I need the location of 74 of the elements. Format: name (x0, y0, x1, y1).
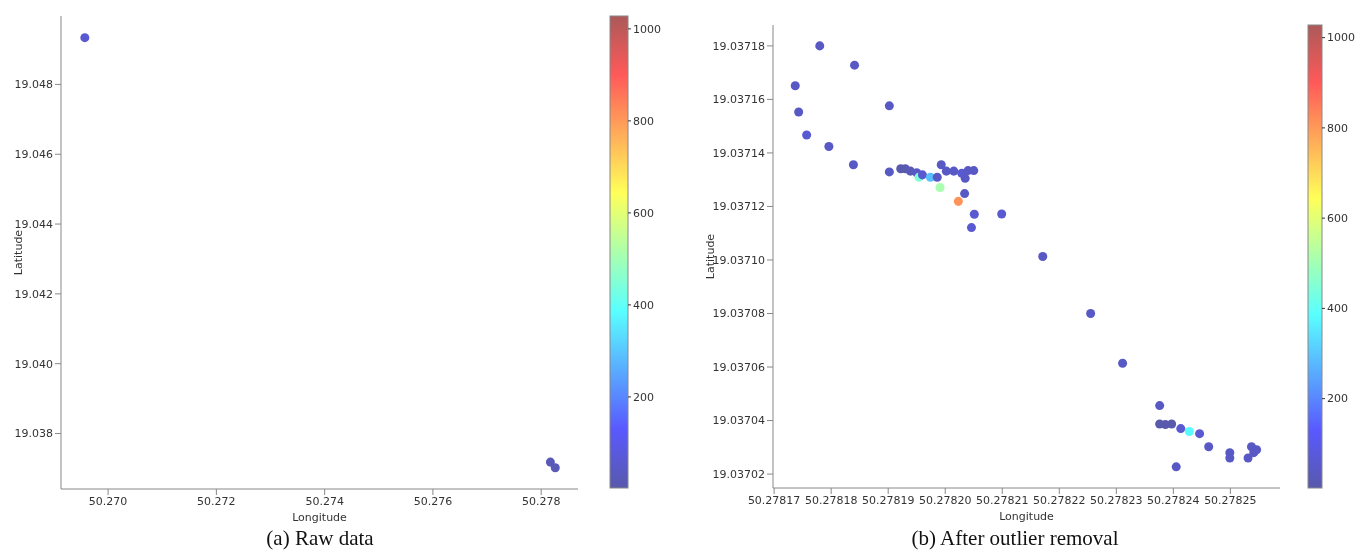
x-tick-label: 50.27818 (804, 493, 858, 507)
x-tick-label: 50.278 (521, 494, 561, 508)
point (1184, 427, 1194, 437)
color-bar-label: 800 (1327, 121, 1348, 135)
y-tick-label: 19.042 (14, 287, 53, 301)
point (935, 182, 945, 192)
x-axis-title: Longitude (292, 511, 348, 524)
text: (b) After outlier removal (910, 526, 1120, 551)
x-tick-label: 50.27824 (1147, 493, 1200, 507)
y-tick-label: 19.03706 (712, 360, 765, 374)
point (848, 160, 858, 170)
x-tick-label: 50.27823 (1090, 493, 1143, 507)
y-tick-label: 19.03716 (712, 93, 765, 107)
color-bar-label: 800 (633, 114, 654, 128)
point (1171, 462, 1181, 472)
color-bar-label: 600 (633, 206, 654, 220)
y-tick-label: 19.044 (14, 217, 53, 231)
color-bar-label: 400 (633, 298, 654, 312)
color-bar-label: 1000 (1327, 31, 1355, 45)
point (960, 173, 970, 183)
point (824, 142, 834, 152)
y-tick-label: 19.03718 (712, 39, 765, 53)
y-tick-label: 19.046 (14, 148, 53, 162)
point (1086, 309, 1096, 319)
y-tick-label: 19.040 (14, 357, 53, 371)
color-bar-label: 600 (1327, 211, 1348, 225)
point (1118, 358, 1128, 368)
point (1176, 424, 1186, 434)
point (794, 107, 804, 117)
x-tick-label: 50.274 (305, 494, 344, 508)
x-tick-label: 50.27822 (1033, 493, 1086, 507)
point (932, 172, 942, 182)
point (1038, 251, 1048, 262)
point (966, 223, 976, 233)
point (790, 81, 800, 91)
point (969, 209, 979, 219)
color-bar-label: 200 (633, 390, 654, 404)
text: (a) Raw data (265, 526, 375, 551)
y-tick-label: 19.038 (14, 427, 53, 441)
x-tick-label: 50.27821 (976, 493, 1029, 507)
point (936, 160, 946, 170)
y-tick-label: 19.03714 (712, 146, 765, 160)
x-tick-label: 50.270 (88, 494, 128, 508)
point (850, 60, 860, 70)
point (815, 41, 825, 51)
y-tick-label: 19.03708 (712, 307, 765, 321)
point (997, 209, 1007, 219)
point (1167, 419, 1177, 429)
y-tick-label: 19.048 (14, 78, 53, 92)
x-tick-label: 50.27820 (918, 493, 972, 507)
x-tick-label: 50.276 (413, 494, 453, 508)
point (1195, 429, 1205, 439)
x-tick-label: 50.272 (197, 494, 236, 508)
y-tick-label: 19.03702 (712, 467, 765, 481)
point (960, 189, 970, 199)
color-bar-label: 400 (1327, 302, 1348, 316)
point (884, 101, 894, 111)
point (1155, 401, 1165, 411)
point (953, 196, 963, 206)
point (1204, 442, 1214, 452)
y-tick-label: 19.03704 (712, 414, 765, 428)
x-tick-label: 50.27819 (861, 493, 915, 507)
x-tick-label: 50.27825 (1204, 493, 1257, 507)
color-bar-label: 200 (1327, 392, 1348, 406)
point (80, 33, 90, 43)
point (949, 166, 959, 176)
y-axis-title: Latitude (11, 229, 25, 276)
point (802, 130, 812, 140)
x-axis-title: Longitude (999, 510, 1055, 523)
color-bar-label: 1000 (633, 22, 661, 36)
x-tick-label: 50.27817 (747, 493, 801, 507)
y-tick-label: 19.03712 (712, 200, 765, 214)
point (550, 463, 560, 473)
point (884, 167, 894, 177)
